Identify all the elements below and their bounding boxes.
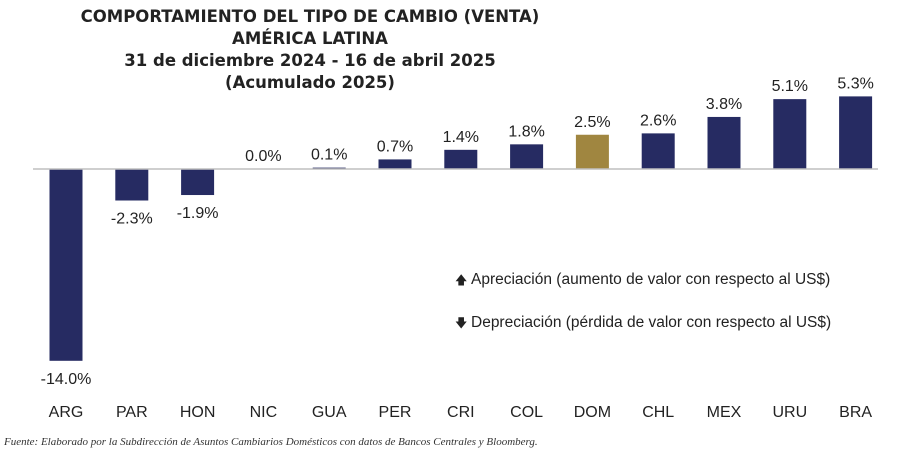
legend-item-appreciation: 🡅 Apreciación (aumento de valor con respe… bbox=[455, 271, 830, 292]
source-note: Fuente: Elaborado por la Subdirección de… bbox=[4, 436, 538, 448]
category-label-nic: NIC bbox=[250, 404, 278, 421]
data-label-arg: -14.0% bbox=[41, 371, 92, 388]
category-label-par: PAR bbox=[116, 404, 148, 421]
chart-subtitle-region: AMÉRICA LATINA bbox=[232, 29, 388, 48]
bar-col bbox=[510, 144, 544, 169]
category-label-dom: DOM bbox=[574, 404, 611, 421]
data-label-mex: 3.8% bbox=[706, 96, 742, 113]
category-label-uru: URU bbox=[772, 404, 807, 421]
legend-label-appreciation: Apreciación (aumento de valor con respec… bbox=[471, 271, 831, 288]
data-label-par: -2.3% bbox=[111, 211, 153, 228]
arrow-up-icon: 🡅 bbox=[455, 273, 468, 287]
chart-title-block: COMPORTAMIENTO DEL TIPO DE CAMBIO (VENTA… bbox=[0, 6, 620, 94]
data-label-gua: 0.1% bbox=[311, 147, 347, 164]
bar-bra bbox=[839, 96, 873, 169]
category-label-mex: MEX bbox=[707, 404, 742, 421]
data-label-col: 1.8% bbox=[508, 123, 544, 140]
category-label-cri: CRI bbox=[447, 404, 475, 421]
category-label-bra: BRA bbox=[839, 404, 872, 421]
data-label-per: 0.7% bbox=[377, 138, 413, 155]
legend-label-depreciation: Depreciación (pérdida de valor con respe… bbox=[471, 314, 832, 331]
bar-per bbox=[378, 159, 412, 169]
data-label-uru: 5.1% bbox=[772, 78, 808, 95]
category-label-gua: GUA bbox=[312, 404, 347, 421]
data-label-nic: 0.0% bbox=[245, 148, 281, 165]
data-label-chl: 2.6% bbox=[640, 112, 676, 129]
data-label-cri: 1.4% bbox=[443, 129, 479, 146]
bar-mex bbox=[707, 116, 741, 169]
chart-subtitle-period: 31 de diciembre 2024 - 16 de abril 2025 bbox=[124, 51, 496, 70]
category-label-per: PER bbox=[379, 404, 412, 421]
category-label-chl: CHL bbox=[642, 404, 674, 421]
data-label-hon: -1.9% bbox=[177, 205, 219, 222]
arrow-down-icon: 🡇 bbox=[455, 316, 468, 330]
legend-item-depreciation: 🡇 Depreciación (pérdida de valor con resp… bbox=[455, 314, 831, 335]
chart-subtitle-note: (Acumulado 2025) bbox=[225, 73, 395, 92]
bar-cri bbox=[444, 149, 478, 169]
bar-uru bbox=[773, 99, 807, 169]
bar-hon bbox=[181, 169, 215, 196]
data-label-bra: 5.3% bbox=[837, 75, 873, 92]
category-label-hon: HON bbox=[180, 404, 216, 421]
chart-title: COMPORTAMIENTO DEL TIPO DE CAMBIO (VENTA… bbox=[80, 7, 540, 26]
bar-par bbox=[115, 169, 149, 201]
category-label-col: COL bbox=[510, 404, 543, 421]
category-label-arg: ARG bbox=[49, 404, 84, 421]
bar-arg bbox=[49, 169, 83, 361]
bar-dom bbox=[575, 134, 609, 169]
bar-chl bbox=[641, 133, 675, 169]
data-label-dom: 2.5% bbox=[574, 114, 610, 131]
